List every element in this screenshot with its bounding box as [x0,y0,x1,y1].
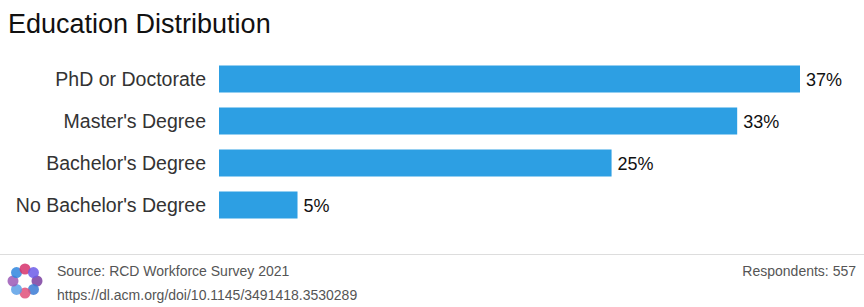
note: Respondents: 557 [742,263,856,279]
category-label: Master's Degree [64,110,206,132]
logo-center [21,277,29,285]
data-label: 25% [618,154,654,174]
bar [219,66,800,93]
logo-dot [28,267,39,278]
category-label: Bachelor's Degree [46,152,206,174]
separator [0,254,864,255]
category-label: No Bachelor's Degree [16,194,206,216]
chart: Education Distribution 37% PhD or Doctorat… [0,0,864,307]
logo [8,264,43,299]
data-label: 33% [743,112,779,132]
data-label: 37% [806,70,842,90]
bar [219,192,298,219]
bar [219,108,737,135]
bar [219,150,612,177]
data-label: 5% [304,196,330,216]
title: Education Distribution [8,9,271,39]
bars [219,66,800,219]
source: Source: RCD Workforce Survey 2021 [57,263,290,279]
source-url: https://dl.acm.org/doi/10.1145/3491418.3… [57,287,357,303]
category-label: PhD or Doctorate [55,68,206,90]
